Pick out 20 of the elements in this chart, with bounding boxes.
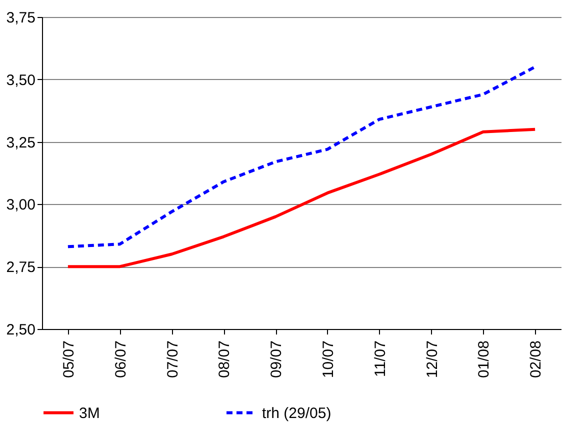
x-tick-label: 07/07 <box>164 340 182 378</box>
x-tick-label: 10/07 <box>320 340 337 378</box>
y-tick-label: 3,75 <box>6 10 36 26</box>
x-tick-label: 08/07 <box>216 340 234 378</box>
y-tick-label: 3,00 <box>6 196 36 214</box>
y-tick-label: 3,50 <box>6 72 36 89</box>
x-tick-label: 01/08 <box>476 340 493 378</box>
legend-label: trh (29/05) <box>262 404 332 422</box>
x-tick-label: 06/07 <box>112 340 130 378</box>
y-tick-label: 2,50 <box>6 322 36 338</box>
x-tick-label: 05/07 <box>60 340 78 378</box>
line-series <box>66 65 537 248</box>
x-tick-label: 09/07 <box>268 340 286 378</box>
legend-label: 3M <box>79 404 100 422</box>
x-tick-label: 12/07 <box>424 340 441 378</box>
x-tick-label: 02/08 <box>528 340 545 378</box>
x-tick-label: 11/07 <box>372 340 389 377</box>
y-tick-label: 2,75 <box>6 259 36 276</box>
line-series <box>66 128 537 268</box>
y-tick-label: 3,25 <box>6 134 36 152</box>
